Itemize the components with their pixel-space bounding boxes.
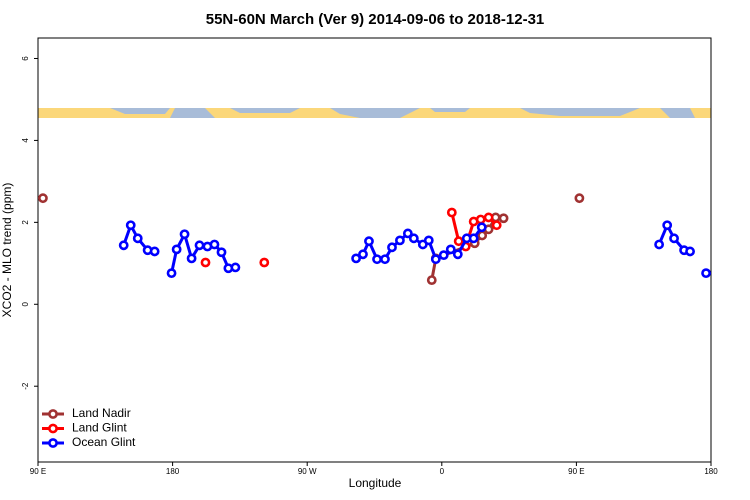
point [498, 213, 509, 224]
point [171, 244, 182, 255]
point [125, 220, 136, 231]
x-tick-label: 0 [440, 467, 445, 476]
point [453, 236, 464, 247]
point [408, 233, 419, 244]
point [372, 254, 382, 265]
point [186, 253, 197, 264]
legend-marker [48, 423, 58, 434]
point [574, 193, 585, 204]
point [200, 257, 211, 268]
point [166, 268, 177, 279]
x-tick-label: 180 [704, 467, 718, 476]
point [483, 212, 494, 223]
point [149, 246, 160, 257]
legend-marker [48, 409, 58, 419]
point [402, 228, 413, 239]
point [387, 242, 397, 253]
point [423, 235, 434, 246]
x-tick-label: 90 E [568, 467, 584, 476]
point [468, 233, 479, 244]
point [38, 193, 48, 204]
point [259, 257, 270, 268]
point [430, 254, 441, 265]
point [209, 239, 220, 250]
x-tick-label: 180 [166, 467, 180, 476]
y-tick-label: 0 [21, 302, 30, 307]
point [118, 240, 129, 251]
y-tick-label: -2 [21, 382, 30, 390]
point [475, 214, 486, 225]
point [685, 246, 695, 257]
plot-frame [37, 37, 712, 463]
point [380, 254, 390, 265]
point [669, 233, 679, 244]
chart-title: 55N-60N March (Ver 9) 2014-09-06 to 2018… [206, 11, 545, 28]
legend-label: Ocean Glint [72, 435, 136, 449]
point [452, 249, 463, 260]
point [216, 247, 227, 258]
y-tick-label: 2 [21, 220, 30, 225]
legend-label: Land Glint [72, 421, 127, 435]
point [230, 262, 241, 273]
legend-label: Land Nadir [72, 406, 131, 420]
point [438, 250, 449, 261]
point [364, 236, 374, 247]
y-tick-label: 4 [21, 138, 30, 143]
point [445, 244, 456, 255]
legend-marker [48, 438, 58, 448]
point [194, 240, 205, 251]
point [701, 268, 711, 279]
x-tick-label: 90 W [298, 467, 317, 476]
map-strip [38, 108, 711, 118]
y-tick-label: 6 [21, 56, 30, 61]
point [351, 253, 362, 264]
point [358, 249, 368, 260]
point [179, 229, 190, 240]
point [477, 230, 488, 241]
point [395, 235, 405, 246]
x-axis-label: Longitude [349, 476, 402, 490]
x-tick-label: 90 E [30, 467, 46, 476]
point [662, 220, 673, 231]
point [132, 233, 143, 244]
point [426, 275, 437, 286]
point [446, 207, 457, 218]
point [654, 239, 665, 250]
point [491, 220, 502, 231]
point [476, 222, 487, 233]
y-axis-label: XCO2 - MLO trend (ppm) [0, 183, 14, 318]
